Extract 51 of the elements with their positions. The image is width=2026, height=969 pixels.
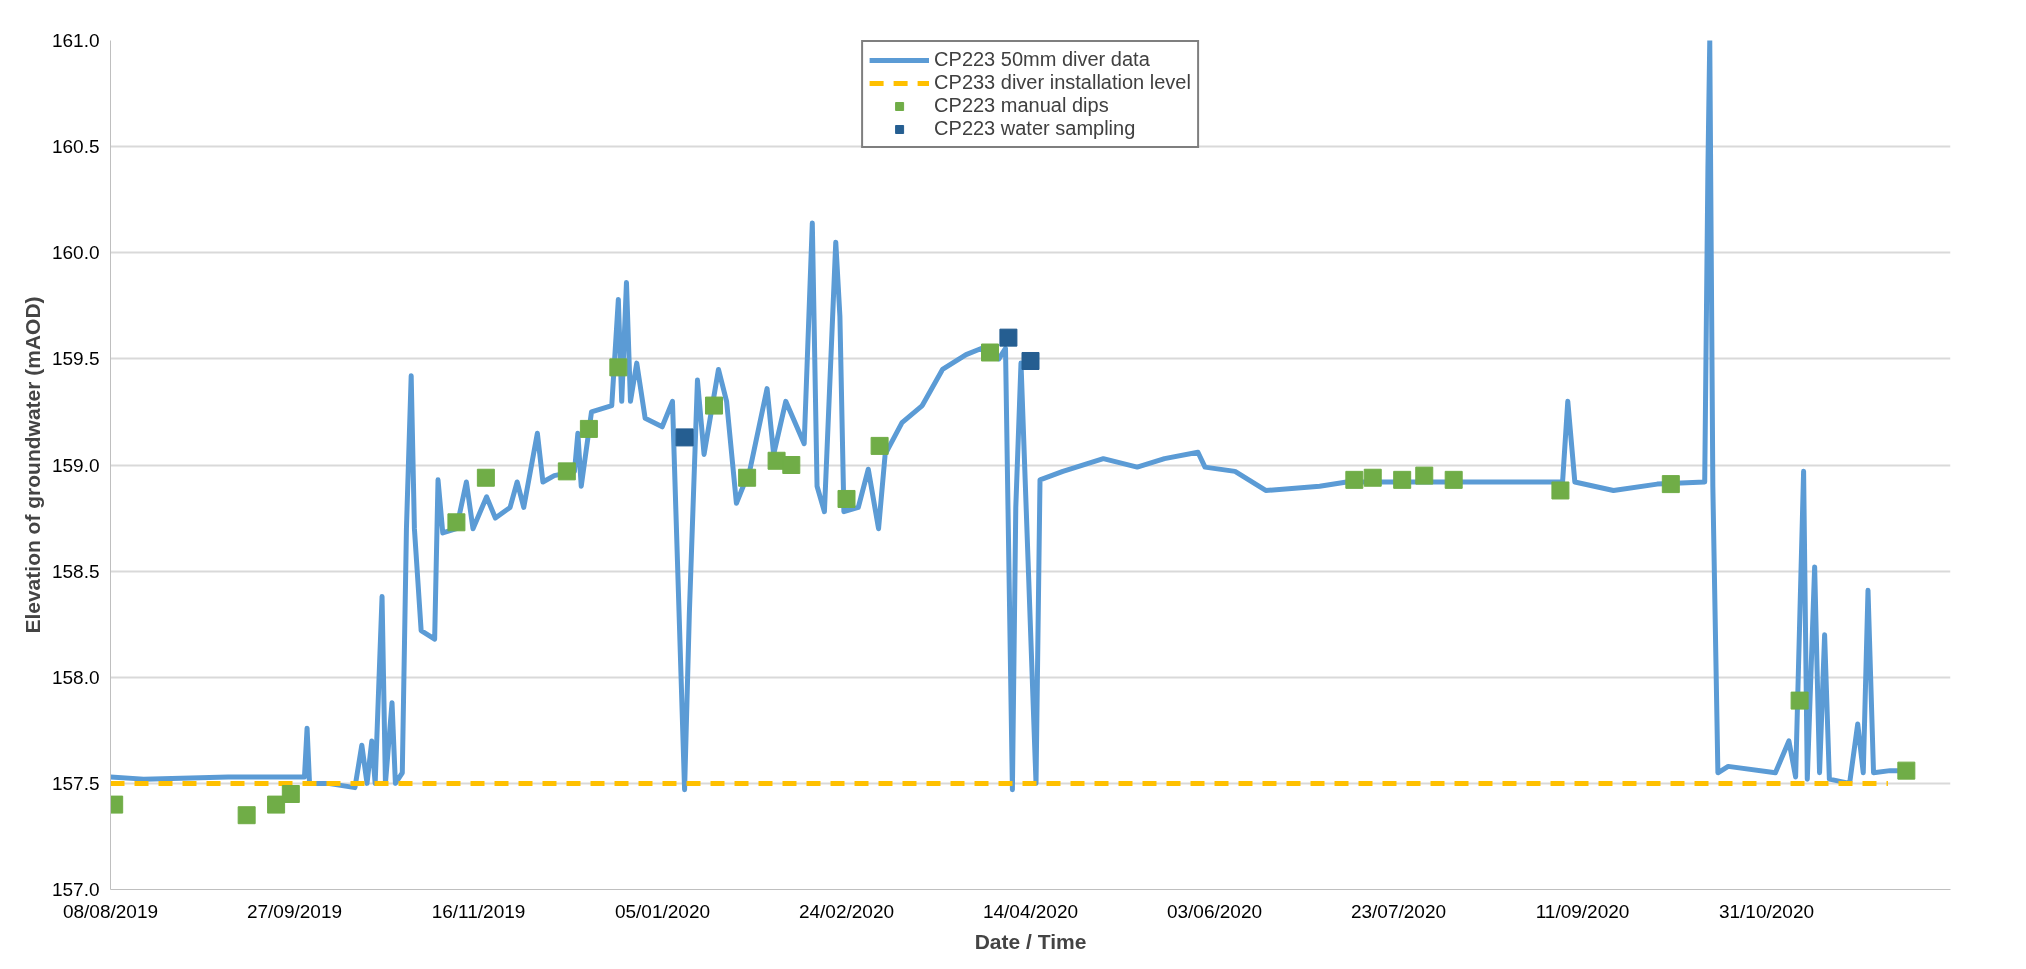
x-tick-label: 27/09/2019 — [246, 900, 343, 922]
point — [1415, 466, 1434, 485]
point — [1345, 470, 1364, 489]
x-tick-label: 11/09/2020 — [1535, 900, 1630, 922]
y-tick-label: 160.0 — [51, 242, 100, 264]
point — [609, 358, 628, 377]
point — [447, 513, 466, 532]
point — [267, 795, 286, 814]
point — [981, 343, 1000, 362]
x-tick-label: 24/02/2020 — [798, 900, 895, 922]
point — [1661, 475, 1680, 494]
point — [579, 419, 598, 438]
point — [281, 784, 300, 803]
x-tick-label: 16/11/2019 — [431, 900, 526, 922]
point — [557, 462, 576, 481]
point — [837, 489, 856, 508]
x-tick-label: 14/04/2020 — [982, 900, 1079, 922]
legend-label: CP233 diver installation level — [934, 71, 1191, 94]
point — [738, 468, 757, 487]
x-tick-label: 23/07/2020 — [1350, 900, 1447, 922]
x-tick-label: 03/06/2020 — [1166, 900, 1263, 922]
point — [1363, 468, 1382, 487]
y-tick-label: 159.5 — [51, 348, 100, 370]
legend-label: CP223 water sampling — [934, 117, 1136, 140]
point — [999, 328, 1018, 347]
legend-label: CP223 manual dips — [934, 94, 1109, 117]
point — [1393, 470, 1412, 489]
y-tick-label: 161.0 — [51, 30, 100, 51]
x-axis-title: Date / Time — [974, 929, 1087, 953]
point — [1021, 352, 1040, 370]
y-axis-title: Elevation of groundwater (mAOD) — [20, 296, 44, 634]
point — [675, 428, 694, 447]
x-tick-label: 08/08/2019 — [62, 900, 159, 922]
x-tick-label: 31/10/2020 — [1718, 900, 1815, 922]
point — [782, 456, 801, 474]
point — [870, 436, 889, 455]
y-tick-label: 158.0 — [51, 666, 100, 688]
point — [1444, 470, 1463, 489]
y-tick-label: 157.5 — [51, 772, 100, 794]
point — [476, 468, 495, 487]
y-tick-label: 158.5 — [51, 560, 100, 582]
legend-label: CP223 50mm diver data — [934, 48, 1150, 71]
y-tick-label: 159.0 — [51, 454, 100, 476]
y-tick-label: 160.5 — [51, 136, 100, 158]
x-tick-label: 05/01/2020 — [614, 900, 711, 922]
point — [1551, 481, 1570, 500]
point — [705, 396, 724, 415]
point — [1897, 761, 1916, 780]
point — [1790, 691, 1809, 710]
y-tick-label: 157.0 — [51, 879, 100, 900]
point — [237, 806, 256, 825]
